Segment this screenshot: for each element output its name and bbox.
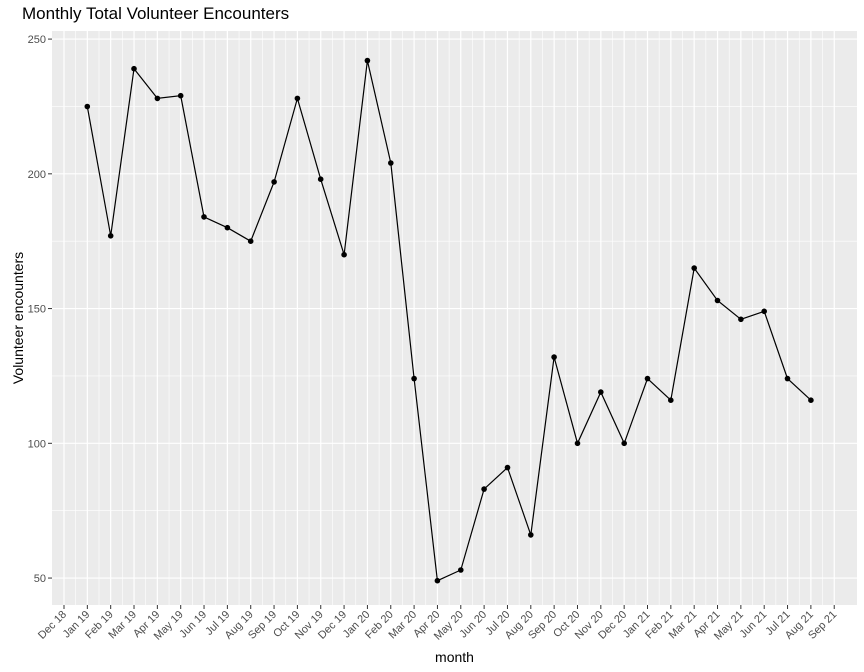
y-tick-label: 100: [28, 438, 46, 450]
major-gridlines: [52, 31, 857, 605]
data-point: [271, 179, 277, 185]
data-point: [808, 397, 814, 404]
data-point: [341, 251, 347, 258]
data-point: [598, 389, 604, 395]
data-point: [528, 532, 534, 538]
data-point: [784, 375, 791, 382]
y-axis-title: Volunteer encounters: [10, 252, 26, 384]
y-tick-label: 200: [28, 169, 46, 181]
data-point: [714, 297, 721, 304]
data-point: [504, 464, 511, 471]
data-point: [668, 397, 674, 404]
data-point: [551, 354, 557, 360]
data-point: [434, 577, 441, 584]
y-axis-ticks: 50 100 150 200 250: [28, 34, 52, 585]
x-axis-title: month: [435, 649, 474, 665]
plot-panel: [52, 31, 857, 605]
y-tick-label: 250: [28, 34, 46, 46]
data-point: [154, 95, 161, 102]
data-point: [84, 103, 91, 110]
data-point: [201, 214, 207, 220]
data-point: [247, 238, 254, 244]
data-point: [294, 95, 301, 102]
data-point: [574, 440, 581, 447]
data-point: [177, 92, 184, 99]
data-point: [644, 375, 651, 382]
data-point: [364, 57, 371, 64]
data-point: [761, 308, 767, 315]
minor-gridlines: [52, 31, 857, 605]
data-point: [224, 224, 231, 231]
data-point: [738, 316, 744, 323]
y-tick-label: 50: [34, 573, 46, 585]
data-point: [317, 176, 324, 182]
data-point: [621, 440, 627, 447]
data-point: [481, 486, 487, 492]
series-line: [86, 60, 812, 582]
data-point: [411, 375, 417, 382]
data-point: [107, 233, 114, 239]
data-point: [388, 160, 394, 166]
data-point: [691, 265, 697, 271]
data-points: [84, 57, 814, 584]
data-point: [131, 65, 137, 72]
y-tick-label: 150: [28, 304, 46, 316]
data-point: [458, 567, 464, 573]
chart-title: Monthly Total Volunteer Encounters: [22, 4, 290, 23]
